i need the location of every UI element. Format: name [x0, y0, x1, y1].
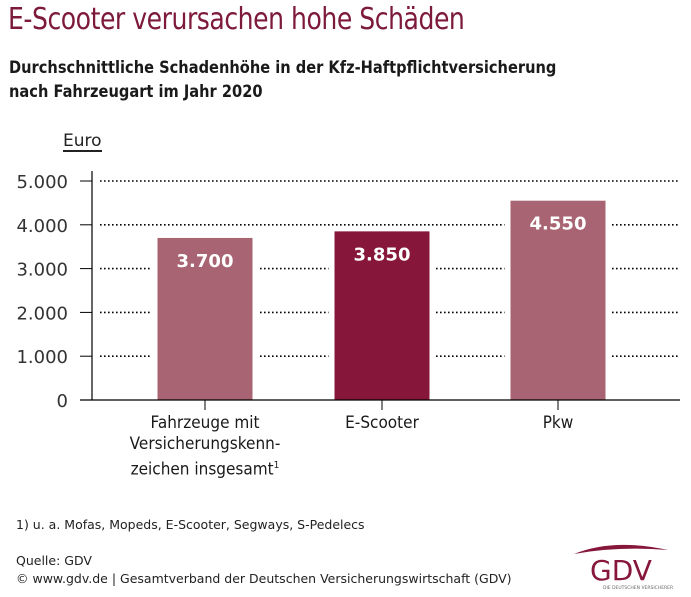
logo-tagline: DIE DEUTSCHEN VERSICHERER: [603, 585, 673, 591]
logo-text: GDV: [590, 554, 652, 587]
y-tick-label: 3.000: [16, 260, 68, 281]
copyright-text: © www.gdv.de | Gesamtverband der Deutsch…: [16, 571, 512, 586]
chart-title: E-Scooter verursachen hohe Schäden: [8, 2, 465, 37]
x-tick-label: E-Scooter: [292, 413, 472, 434]
x-tick-label-line: zeichen insgesamt1: [130, 459, 280, 480]
x-tick-label-line: E-Scooter: [345, 413, 419, 433]
x-tick-label: Fahrzeuge mit Versicherungskenn-zeichen i…: [115, 413, 295, 481]
subtitle-line-2: nach Fahrzeugart im Jahr 2020: [9, 82, 263, 102]
subtitle-line-1: Durchschnittliche Schadenhöhe in der Kfz…: [9, 58, 557, 78]
footnote-marker: 1: [273, 460, 280, 471]
chart-subtitle: Durchschnittliche Schadenhöhe in der Kfz…: [9, 56, 556, 104]
footnote: 1) u. a. Mofas, Mopeds, E-Scooter, Segwa…: [16, 517, 365, 532]
bar: [510, 200, 606, 400]
y-axis-unit-label: Euro: [63, 131, 102, 152]
y-tick-label: 2.000: [16, 303, 68, 324]
x-tick-label-line: Pkw: [542, 413, 574, 433]
bar: [334, 231, 430, 400]
y-tick-label: 5.000: [16, 172, 68, 193]
x-tick-label-line: Fahrzeuge mit: [150, 413, 260, 433]
bar-value-label: 3.700: [177, 251, 234, 272]
source-block: Quelle: GDV © www.gdv.de | Gesamtverband…: [16, 552, 512, 588]
y-tick-label: 0: [57, 391, 68, 412]
source-text: Quelle: GDV: [16, 553, 92, 568]
bar: [157, 237, 253, 400]
bar-value-label: 4.550: [530, 214, 587, 235]
logo-arc: [574, 544, 668, 554]
x-tick-label: Pkw: [468, 413, 648, 434]
gdv-logo: GDV DIE DEUTSCHEN VERSICHERER: [574, 544, 673, 591]
y-tick-label: 4.000: [16, 216, 68, 237]
bar-value-label: 3.850: [354, 244, 411, 265]
y-tick-label: 1.000: [16, 347, 68, 368]
x-tick-label-line: Versicherungskenn-: [129, 434, 281, 454]
